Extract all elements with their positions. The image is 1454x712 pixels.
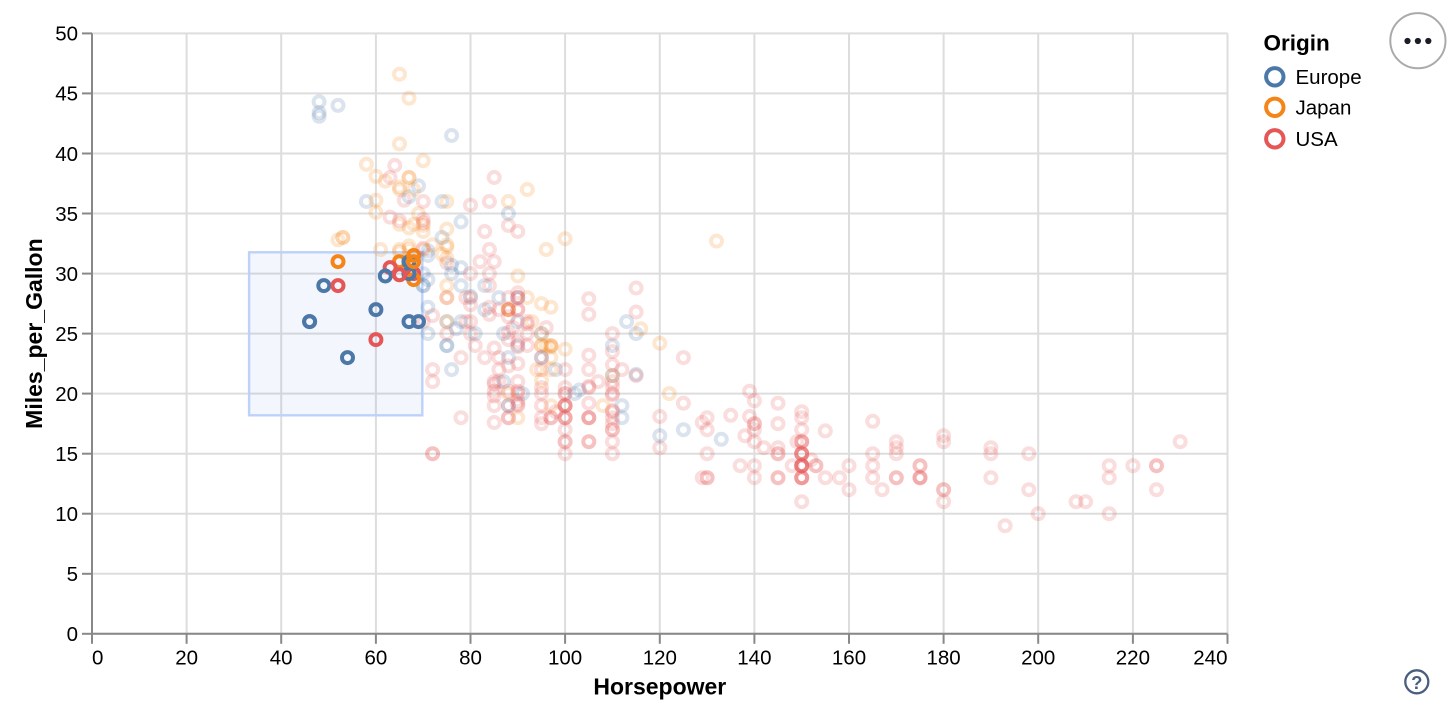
svg-text:0: 0 bbox=[67, 623, 78, 646]
svg-text:100: 100 bbox=[548, 647, 582, 670]
svg-text:5: 5 bbox=[67, 563, 78, 586]
svg-text:240: 240 bbox=[1193, 647, 1227, 670]
svg-text:20: 20 bbox=[55, 383, 78, 406]
svg-text:Horsepower: Horsepower bbox=[593, 674, 726, 700]
svg-text:0: 0 bbox=[92, 647, 103, 670]
svg-text:Europe: Europe bbox=[1296, 66, 1362, 89]
svg-text:Miles_per_Gallon: Miles_per_Gallon bbox=[21, 238, 47, 428]
svg-text:45: 45 bbox=[55, 83, 78, 106]
svg-text:20: 20 bbox=[175, 647, 198, 670]
svg-text:30: 30 bbox=[55, 263, 78, 286]
svg-text:180: 180 bbox=[926, 647, 960, 670]
svg-text:?: ? bbox=[1411, 672, 1422, 693]
svg-text:40: 40 bbox=[55, 143, 78, 166]
svg-text:80: 80 bbox=[459, 647, 482, 670]
svg-text:200: 200 bbox=[1021, 647, 1055, 670]
svg-text:USA: USA bbox=[1296, 128, 1338, 151]
svg-text:60: 60 bbox=[364, 647, 387, 670]
svg-text:220: 220 bbox=[1116, 647, 1150, 670]
svg-text:140: 140 bbox=[737, 647, 771, 670]
svg-text:50: 50 bbox=[55, 23, 78, 46]
svg-text:10: 10 bbox=[55, 503, 78, 526]
svg-text:160: 160 bbox=[832, 647, 866, 670]
svg-text:120: 120 bbox=[643, 647, 677, 670]
svg-text:15: 15 bbox=[55, 443, 78, 466]
svg-text:Japan: Japan bbox=[1296, 97, 1352, 120]
svg-text:40: 40 bbox=[270, 647, 293, 670]
svg-text:25: 25 bbox=[55, 323, 78, 346]
svg-text:35: 35 bbox=[55, 203, 78, 226]
svg-text:Origin: Origin bbox=[1264, 31, 1330, 56]
